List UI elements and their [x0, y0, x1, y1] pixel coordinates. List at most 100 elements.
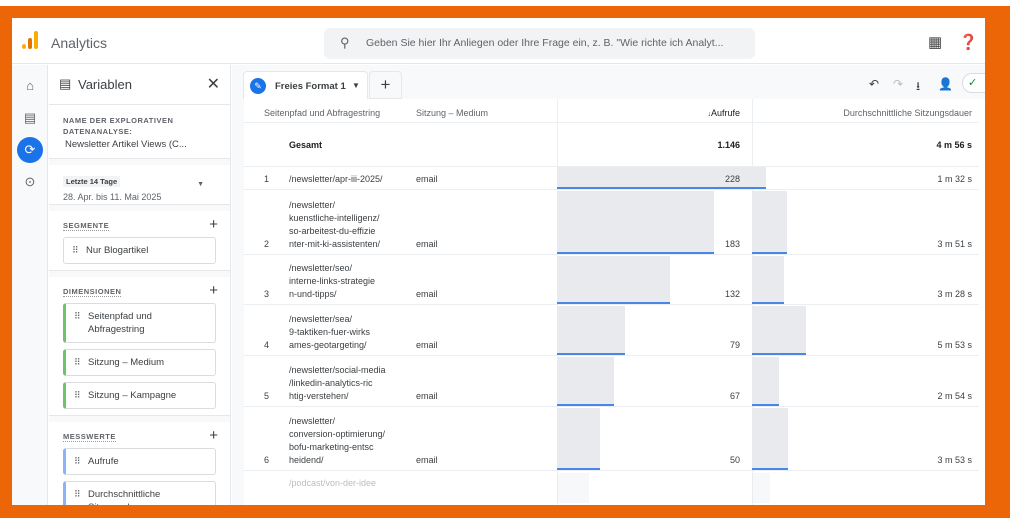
- variables-icon: ▤: [59, 76, 72, 91]
- section-label: MESSWERTE: [63, 432, 116, 442]
- duration-bar-line: [752, 353, 806, 355]
- duration-bar-line: [752, 187, 767, 189]
- undo-icon[interactable]: ↶: [869, 77, 880, 91]
- add-dimension-button[interactable]: +: [209, 282, 218, 299]
- page-path: /newsletter/ conversion-optimierung/ bof…: [289, 416, 386, 465]
- session-medium: email: [416, 391, 438, 401]
- advertising-icon[interactable]: ⊙: [24, 174, 36, 189]
- drag-handle-icon[interactable]: ⠿: [74, 357, 81, 367]
- drag-handle-icon[interactable]: ⠿: [74, 456, 81, 466]
- dimension-chip[interactable]: ⠿ Seitenpfad und Abfragestring: [63, 303, 216, 343]
- table-row[interactable]: 3 /newsletter/seo/ interne-links-strateg…: [244, 255, 984, 305]
- segments-section: SEGMENTE + ⠿ Nur Blogartikel: [49, 211, 230, 271]
- session-medium: email: [416, 455, 438, 465]
- table-row[interactable]: 2 /newsletter/ kuenstliche-intelligenz/ …: [244, 190, 984, 255]
- views-value: 183: [724, 239, 740, 249]
- analytics-logo: [22, 31, 38, 49]
- add-tab-button[interactable]: +: [369, 71, 402, 99]
- tab-freies-format[interactable]: ✎ Freies Format 1 ▼: [243, 71, 368, 99]
- session-medium: email: [416, 239, 438, 249]
- name-label: NAME DER EXPLORATIVEN DATENANALYSE:: [63, 116, 174, 136]
- views-bar-line: [557, 187, 752, 189]
- variables-panel: ▤ Variablen ✕ NAME DER EXPLORATIVEN DATENA…: [49, 65, 231, 505]
- column-header-aufrufe[interactable]: ↓Aufrufe: [557, 107, 740, 121]
- date-range-picker[interactable]: Letzte 14 Tage 28. Apr. bis 11. Mai 2025…: [49, 165, 230, 205]
- table-row-partial[interactable]: /podcast/von-der-idee: [244, 473, 984, 505]
- segment-chip[interactable]: ⠿ Nur Blogartikel: [63, 237, 216, 264]
- add-metric-button[interactable]: +: [209, 427, 218, 444]
- chip-label: Sitzung – Kampagne: [88, 390, 177, 401]
- app-name: Analytics: [51, 35, 108, 51]
- search-input[interactable]: ⚲ Geben Sie hier Ihr Anliegen oder Ihre F…: [324, 28, 755, 59]
- table-row[interactable]: 1 /newsletter/apr-iii-2025/ email 228 1 …: [244, 166, 984, 190]
- apps-grid-icon[interactable]: ▦: [928, 34, 943, 51]
- duration-bar: [752, 357, 779, 405]
- panel-title: Variablen: [78, 77, 132, 92]
- page-path: /newsletter/social-media /linkedin-analy…: [289, 365, 386, 401]
- drag-handle-icon[interactable]: ⠿: [72, 245, 79, 255]
- duration-bar: [752, 306, 806, 354]
- nav-rail: ⌂ ▤ ⟳ ⊙: [12, 65, 48, 505]
- chip-label: Sitzung – Medium: [88, 357, 165, 368]
- session-medium: email: [416, 340, 438, 350]
- top-bar: Analytics ⚲ Geben Sie hier Ihr Anliegen o…: [12, 18, 985, 64]
- check-circle-icon: ✓: [968, 77, 978, 89]
- date-range: 28. Apr. bis 11. Mai 2025: [63, 192, 162, 202]
- date-badge: Letzte 14 Tage: [63, 176, 121, 187]
- duration-bar-line: [752, 302, 784, 304]
- download-icon[interactable]: ⭳: [916, 79, 921, 93]
- table-row[interactable]: 5 /newsletter/social-media /linkedin-ana…: [244, 356, 984, 407]
- views-bar: [557, 473, 589, 503]
- search-icon: ⚲: [340, 35, 350, 50]
- share-icon[interactable]: 👤: [938, 77, 953, 91]
- metrics-section: MESSWERTE + ⠿ Aufrufe ⠿ Durchschnittliche S…: [49, 422, 230, 505]
- views-value: 50: [729, 455, 740, 465]
- views-value: 79: [729, 340, 740, 350]
- section-label: SEGMENTE: [63, 221, 110, 231]
- data-table: Seitenpfad und Abfragestring Sitzung – M…: [244, 99, 985, 505]
- chip-label: Aufrufe: [88, 456, 119, 467]
- views-bar: [557, 167, 752, 188]
- home-icon[interactable]: ⌂: [26, 78, 34, 93]
- session-medium: email: [416, 174, 438, 184]
- dimensions-section: DIMENSIONEN + ⠿ Seitenpfad und Abfragestri…: [49, 277, 230, 416]
- table-row[interactable]: 4 /newsletter/sea/ 9-taktiken-fuer-wirks…: [244, 305, 984, 356]
- chevron-down-icon[interactable]: ▼: [352, 81, 360, 90]
- drag-handle-icon[interactable]: ⠿: [74, 489, 81, 499]
- drag-handle-icon[interactable]: ⠿: [74, 311, 81, 321]
- exploration-name[interactable]: NAME DER EXPLORATIVEN DATENANALYSE: News…: [49, 105, 230, 159]
- explore-icon[interactable]: ⟳: [17, 137, 43, 163]
- dimension-chip[interactable]: ⠿ Sitzung – Kampagne: [63, 382, 216, 409]
- close-icon[interactable]: ✕: [206, 76, 220, 93]
- views-value: 132: [724, 289, 740, 299]
- metric-chip[interactable]: ⠿ Durchschnittliche Sitzungsdauer: [63, 481, 216, 505]
- column-header[interactable]: Seitenpfad und Abfragestring: [264, 108, 381, 118]
- reports-icon[interactable]: ▤: [23, 110, 37, 125]
- dimension-chip[interactable]: ⠿ Sitzung – Medium: [63, 349, 216, 376]
- views-value: 228: [724, 174, 740, 184]
- status-dropdown[interactable]: ✓▼: [962, 73, 985, 93]
- add-segment-button[interactable]: +: [209, 216, 218, 233]
- drag-handle-icon[interactable]: ⠿: [74, 390, 81, 400]
- table-row[interactable]: 6 /newsletter/ conversion-optimierung/ b…: [244, 407, 984, 471]
- redo-icon[interactable]: ↷: [893, 77, 904, 91]
- pencil-icon: ✎: [250, 78, 266, 94]
- page-path: /newsletter/ kuenstliche-intelligenz/ so…: [289, 200, 381, 249]
- section-label: DIMENSIONEN: [63, 287, 122, 297]
- column-header[interactable]: Sitzung – Medium: [416, 108, 489, 118]
- session-medium: email: [416, 289, 438, 299]
- duration-value: 1 m 32 s: [937, 174, 972, 184]
- column-header[interactable]: Durchschnittliche Sitzungsdauer: [843, 108, 972, 118]
- help-icon[interactable]: ❓: [959, 34, 978, 51]
- duration-bar: [752, 256, 784, 303]
- search-placeholder: Geben Sie hier Ihr Anliegen oder Ihre Fr…: [366, 37, 724, 49]
- views-bar: [557, 191, 714, 253]
- views-bar-line: [557, 468, 600, 470]
- views-bar: [557, 408, 600, 469]
- header-label: Aufrufe: [710, 108, 740, 118]
- chip-label: Durchschnittliche Sitzungsdauer: [88, 489, 161, 505]
- duration-bar-line: [752, 468, 788, 470]
- page-path: /newsletter/apr-iii-2025/: [289, 174, 383, 184]
- metric-chip[interactable]: ⠿ Aufrufe: [63, 448, 216, 475]
- tab-label: Freies Format 1: [275, 81, 346, 92]
